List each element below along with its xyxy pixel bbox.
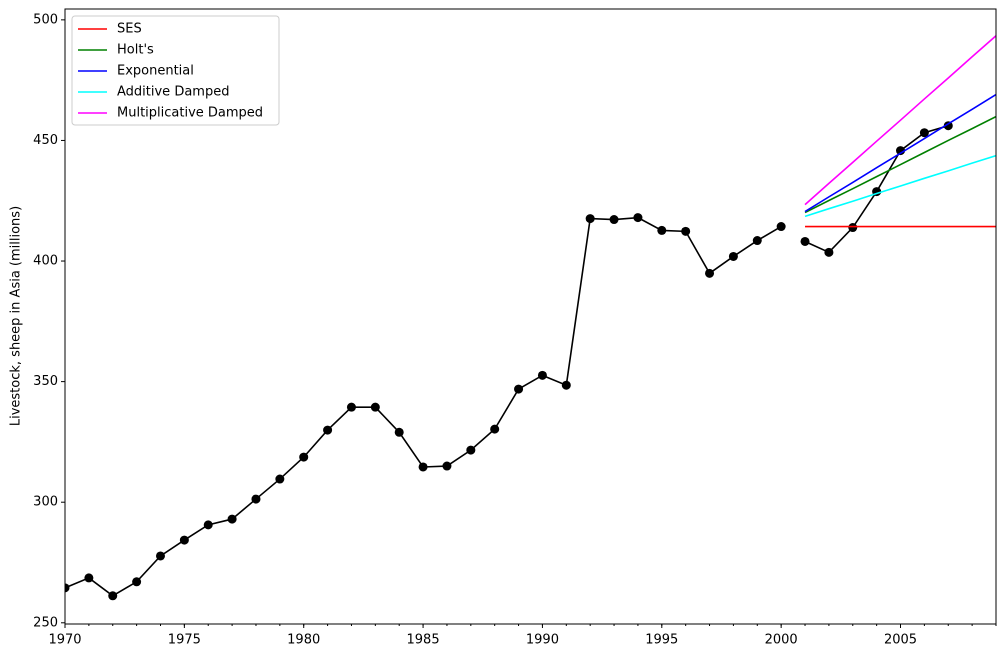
series-line [65,216,782,597]
x-tick-label: 1970 [48,633,81,648]
legend-label: Exponential [117,64,194,79]
legend-label: Holt's [117,43,154,58]
data-point [633,213,643,223]
series-line [804,115,996,214]
y-tick-label: 250 [33,615,58,630]
legend-label: Multiplicative Damped [117,106,263,121]
x-tick-label: 1995 [645,633,678,648]
data-point [943,121,953,131]
data-point [657,225,667,235]
data-point [299,452,309,462]
data-point [776,222,786,232]
data-point [442,461,452,471]
data-point [370,402,380,412]
y-tick-label: 400 [33,254,58,269]
data-point [323,425,333,435]
data-point [705,268,715,278]
data-point [752,236,762,246]
x-tick-label: 1985 [407,633,440,648]
data-point [251,494,261,504]
data-point [227,514,237,524]
data-point [108,591,118,601]
legend-box [71,15,280,126]
series-line [804,93,996,213]
data-point [346,402,356,412]
x-tick-label: 1990 [526,633,559,648]
data-point [84,573,94,583]
data-point [728,251,738,261]
data-point [537,370,547,380]
data-point [490,424,500,434]
axes-frame [64,8,997,625]
data-point [848,223,858,233]
data-point [824,247,834,257]
x-tick-label: 1980 [287,633,320,648]
data-point [155,551,165,561]
y-tick-label: 450 [33,133,58,148]
y-tick-label: 350 [33,374,58,389]
data-point [514,384,524,394]
data-point [585,214,595,224]
x-tick-label: 1975 [168,633,201,648]
data-point [394,427,404,437]
data-point [65,583,70,593]
data-point [132,577,142,587]
y-axis-label: Livestock, sheep in Asia (millions) [9,206,24,426]
data-point [418,462,428,472]
data-point [919,128,929,138]
legend-label: SES [117,22,142,37]
data-point [609,215,619,225]
data-point [896,146,906,156]
data-point [466,445,476,455]
data-point [203,520,213,530]
plot-area [65,35,996,601]
series-line [804,154,996,218]
x-tick-label: 2005 [884,633,917,648]
legend-label: Additive Damped [117,85,229,100]
y-tick-label: 500 [33,12,58,27]
data-point [561,380,571,390]
y-tick-label: 300 [33,495,58,510]
data-point [179,535,189,545]
series-line [804,35,996,206]
data-point [275,474,285,484]
data-point [681,226,691,236]
data-point [800,236,810,246]
x-tick-label: 2000 [765,633,798,648]
